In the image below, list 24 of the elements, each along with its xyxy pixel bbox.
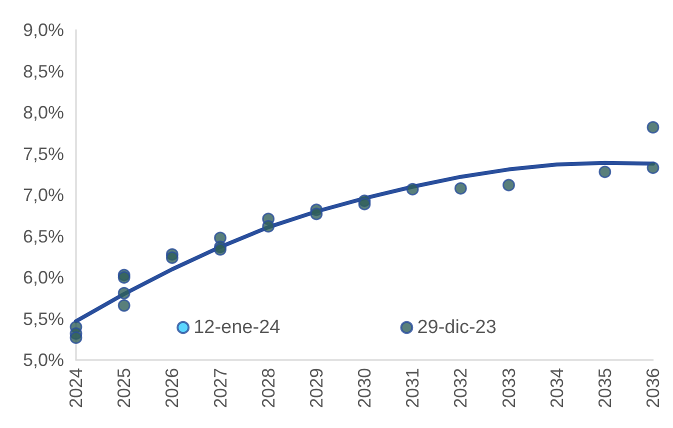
x-tick-label: 2026: [162, 368, 182, 408]
x-tick-label: 2036: [643, 368, 663, 408]
x-tick-label: 2033: [498, 368, 519, 408]
y-tick-label: 7,5%: [22, 144, 64, 164]
x-tick-label: 2032: [450, 368, 471, 408]
x-tick-label: 2024: [66, 368, 86, 408]
y-tick-label: 5,5%: [22, 308, 64, 329]
legend-label: 29-dic-23: [417, 317, 496, 338]
x-tick-label: 2025: [114, 368, 134, 408]
y-tick-label: 6,0%: [22, 268, 64, 288]
y-tick-label: 8,0%: [22, 102, 64, 122]
x-tick-label: 2027: [210, 368, 230, 408]
y-tick-label: 6,5%: [22, 226, 64, 246]
x-tick-label: 2035: [594, 368, 615, 408]
y-tick-label: 8,5%: [22, 61, 64, 82]
legend-label: 12-ene-24: [194, 317, 281, 338]
y-tick-label: 9,0%: [22, 20, 64, 40]
x-tick-label: 2031: [402, 368, 423, 408]
x-tick-label: 2034: [546, 368, 567, 408]
x-tick-label: 2028: [258, 368, 278, 408]
x-tick-label: 2029: [306, 368, 326, 408]
x-tick-label: 2030: [354, 368, 374, 408]
y-tick-label: 7,0%: [22, 185, 64, 205]
y-tick-label: 5,0%: [22, 350, 64, 370]
